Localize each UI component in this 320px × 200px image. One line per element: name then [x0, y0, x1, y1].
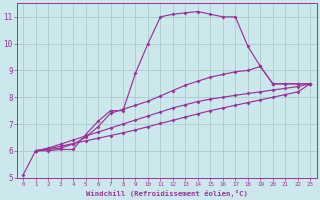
- X-axis label: Windchill (Refroidissement éolien,°C): Windchill (Refroidissement éolien,°C): [86, 190, 248, 197]
